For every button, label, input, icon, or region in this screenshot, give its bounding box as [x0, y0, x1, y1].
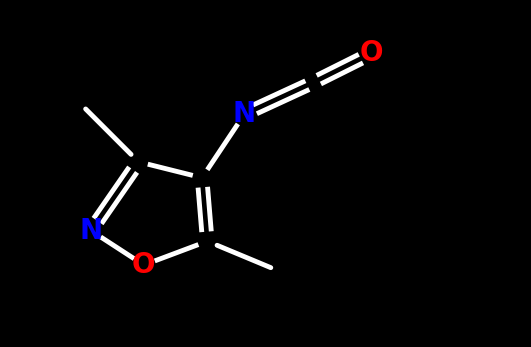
Text: N: N [79, 217, 102, 245]
Text: O: O [132, 251, 156, 279]
Text: N: N [233, 100, 256, 128]
Text: O: O [359, 40, 383, 67]
